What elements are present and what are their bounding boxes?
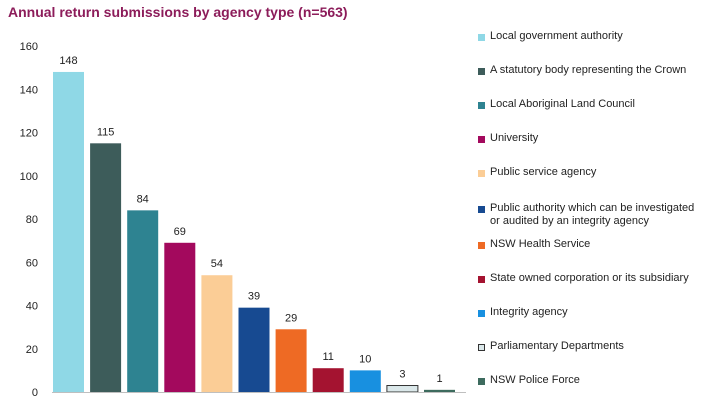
chart-title: Annual return submissions by agency type… <box>8 4 348 20</box>
data-labels-group: 148 115 84 69 54 39 29 11 10 3 1 <box>59 55 442 385</box>
y-tick-label: 120 <box>20 128 38 140</box>
legend-swatch <box>478 206 485 213</box>
legend-label: Local Aboriginal Land Council <box>490 98 635 110</box>
y-tick-label: 40 <box>26 301 38 313</box>
legend-label: Public authority which can be investigat… <box>490 202 695 227</box>
legend-swatch <box>478 34 485 41</box>
legend-item: NSW Police Force <box>478 374 580 387</box>
bar <box>312 368 344 392</box>
bar <box>275 329 307 392</box>
bar-value-label: 84 <box>137 193 149 205</box>
legend-item: Public service agency <box>478 166 596 179</box>
y-tick-label: 100 <box>20 171 38 183</box>
bar <box>238 307 270 392</box>
y-tick-label: 0 <box>32 387 38 399</box>
legend-label: NSW Health Service <box>490 238 591 250</box>
legend-swatch <box>478 136 485 143</box>
bar <box>53 71 84 392</box>
legend-swatch <box>478 68 485 75</box>
legend-swatch <box>478 242 485 249</box>
bar-value-label: 148 <box>59 55 77 67</box>
y-tick-label: 80 <box>26 214 38 226</box>
y-tick-label: 160 <box>20 41 38 53</box>
y-tick-label: 20 <box>26 344 38 356</box>
legend-swatch <box>478 344 485 351</box>
legend-swatch <box>478 378 485 385</box>
legend-item: NSW Health Service <box>478 238 590 251</box>
y-axis: 0 20 40 60 80 100 120 140 160 <box>20 41 38 399</box>
bar-value-label: 54 <box>211 258 223 270</box>
legend-item: Integrity agency <box>478 306 568 319</box>
bar-value-label: 39 <box>248 291 260 303</box>
legend-item: Local Aboriginal Land Council <box>478 98 635 111</box>
bar-value-label: 29 <box>285 312 297 324</box>
legend-label: Integrity agency <box>490 306 568 318</box>
bar-value-label: 10 <box>359 353 371 365</box>
y-tick-label: 140 <box>20 84 38 96</box>
legend-swatch <box>478 102 485 109</box>
y-tick-label: 60 <box>26 257 38 269</box>
legend-item: Parliamentary Departments <box>478 340 624 353</box>
bar-value-label: 3 <box>399 369 405 381</box>
bar-value-label: 11 <box>322 351 333 363</box>
legend-item: Local government authority <box>478 30 623 43</box>
legend-label: Parliamentary Departments <box>490 340 624 352</box>
legend-label: NSW Police Force <box>490 374 580 386</box>
legend-item: University <box>478 132 538 145</box>
bar-value-label: 115 <box>97 126 115 138</box>
legend-item: State owned corporation or its subsidiar… <box>478 272 689 285</box>
bar-value-label: 1 <box>436 373 442 385</box>
bar-value-label: 69 <box>174 226 186 238</box>
legend-label: University <box>490 132 539 144</box>
bar <box>127 210 159 392</box>
legend-label: Local government authority <box>490 30 623 42</box>
bar <box>424 389 455 392</box>
legend-swatch <box>478 276 485 283</box>
bar <box>90 143 122 392</box>
bar <box>164 242 196 392</box>
legend-label: A statutory body representing the Crown <box>490 64 687 76</box>
legend-item: A statutory body representing the Crown <box>478 64 686 77</box>
legend-swatch <box>478 310 485 317</box>
bar <box>386 385 419 393</box>
legend-label: Public service agency <box>490 166 597 178</box>
legend-swatch <box>478 170 485 177</box>
bar <box>349 370 381 392</box>
bars-group <box>53 71 455 393</box>
legend-label: State owned corporation or its subsidiar… <box>490 272 689 284</box>
bar <box>201 275 233 392</box>
legend-item: Public authority which can be investigat… <box>478 202 694 228</box>
